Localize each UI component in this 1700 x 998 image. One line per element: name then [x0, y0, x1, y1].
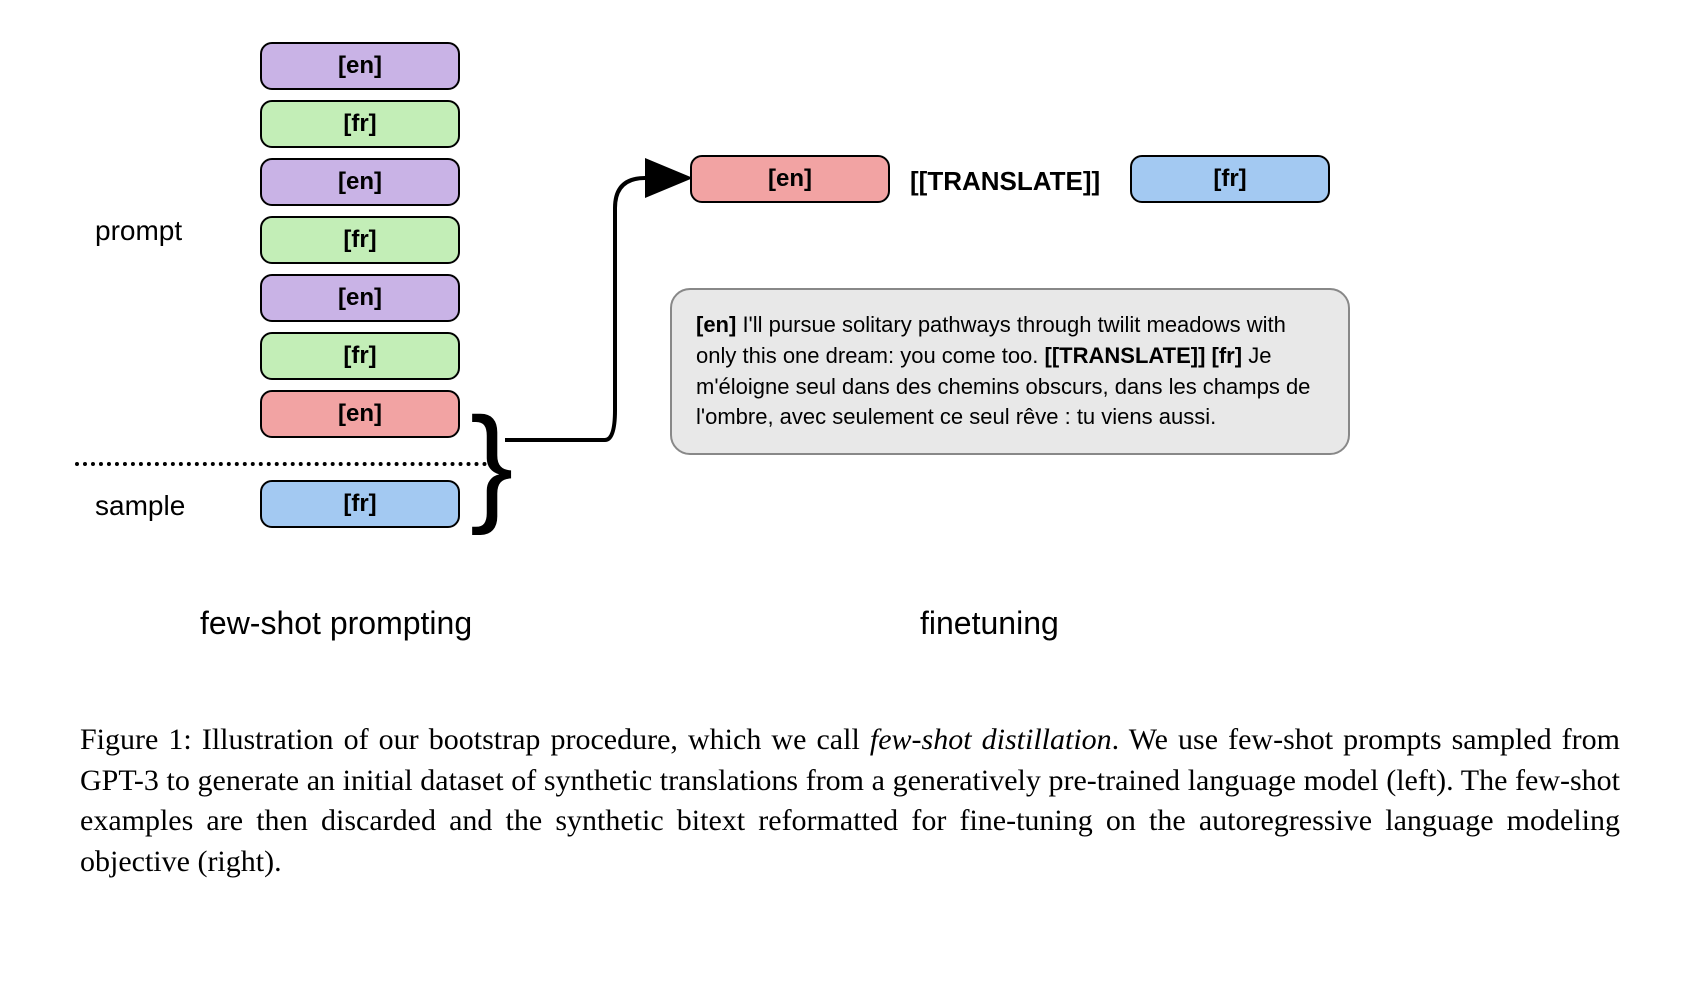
dotted-divider	[75, 462, 495, 466]
left-token-4: [en]	[260, 274, 460, 322]
left-token-2: [en]	[260, 158, 460, 206]
example-en-tag: [en]	[696, 312, 736, 337]
right-fr-token: [fr]	[1130, 155, 1330, 203]
prompt-label: prompt	[95, 215, 182, 247]
curly-brace: }	[470, 398, 513, 528]
left-token-6: [en]	[260, 390, 460, 438]
section-right-label: finetuning	[920, 605, 1059, 642]
caption-italic: few-shot distillation	[870, 723, 1112, 756]
sample-label: sample	[95, 490, 185, 522]
translate-label: [[TRANSLATE]]	[910, 166, 1100, 197]
left-sample-token: [fr]	[260, 480, 460, 528]
section-left-label: few-shot prompting	[200, 605, 472, 642]
example-translate-tag: [[TRANSLATE]] [fr]	[1045, 343, 1243, 368]
example-box: [en] I'll pursue solitary pathways throu…	[670, 288, 1350, 455]
left-token-5: [fr]	[260, 332, 460, 380]
figure-caption: Figure 1: Illustration of our bootstrap …	[80, 720, 1620, 882]
right-en-token: [en]	[690, 155, 890, 203]
diagram-container: [en][fr][en][fr][en][fr][en][fr] prompt …	[0, 0, 1700, 998]
left-token-1: [fr]	[260, 100, 460, 148]
left-token-0: [en]	[260, 42, 460, 90]
caption-prefix: Figure 1: Illustration of our bootstrap …	[80, 723, 870, 756]
left-token-3: [fr]	[260, 216, 460, 264]
